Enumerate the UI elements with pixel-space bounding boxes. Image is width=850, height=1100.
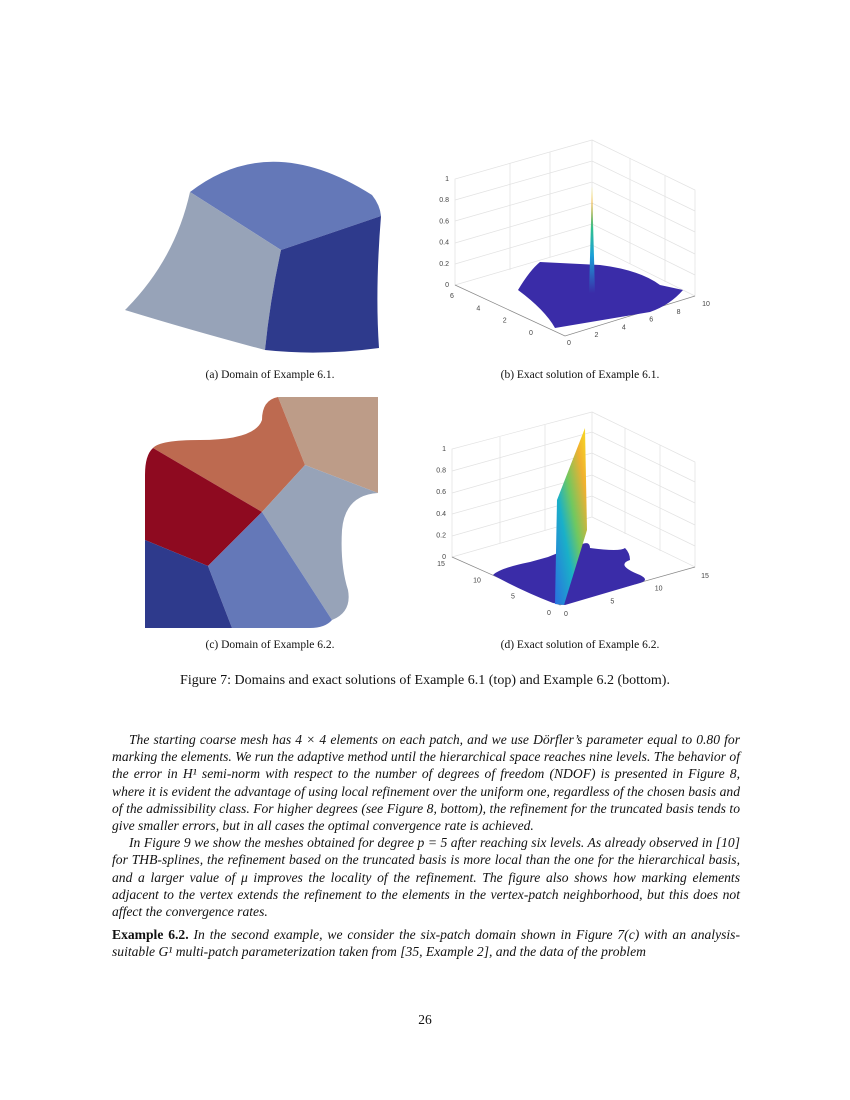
x-tick-label: 0 xyxy=(564,611,568,618)
subcaption-c: (c) Domain of Example 6.2. xyxy=(205,639,335,651)
patch xyxy=(153,397,305,512)
z-tick-label: 0.8 xyxy=(439,197,449,204)
x-tick-label: 10 xyxy=(702,301,710,308)
subcaption-b: (b) Exact solution of Example 6.1. xyxy=(500,369,660,381)
z-tick-label: 0.8 xyxy=(436,468,446,475)
example-text: In the second example, we consider the s… xyxy=(112,927,740,960)
spike xyxy=(589,186,595,293)
plot-exact-solution-6-2 xyxy=(451,411,696,606)
patch xyxy=(278,397,378,493)
patch xyxy=(145,448,262,566)
paragraph: Example 6.2. In the second example, we c… xyxy=(112,926,740,960)
patch xyxy=(190,161,381,250)
patch xyxy=(265,216,381,353)
domain-6-2 xyxy=(145,397,378,628)
z-tick-label: 0.4 xyxy=(439,240,449,247)
z-tick-label: 0.6 xyxy=(439,218,449,225)
example-label: Example 6.2. xyxy=(112,927,189,943)
x-tick-label: 6 xyxy=(649,317,653,324)
y-tick-label: 5 xyxy=(511,594,515,601)
x-tick-label: 5 xyxy=(610,598,614,605)
x-tick-label: 4 xyxy=(622,324,626,331)
y-tick-label: 0 xyxy=(529,330,533,337)
x-tick-label: 0 xyxy=(567,340,571,347)
y-tick-label: 0 xyxy=(547,610,551,617)
body-text: The starting coarse mesh has 4 × 4 eleme… xyxy=(112,731,740,961)
paragraph: In Figure 9 we show the meshes obtained … xyxy=(112,835,740,920)
y-tick-label: 2 xyxy=(503,318,507,325)
z-tick-label: 0.6 xyxy=(436,489,446,496)
z-tick-label: 1 xyxy=(445,176,449,183)
y-tick-label: 15 xyxy=(437,561,445,568)
y-tick-label: 10 xyxy=(473,577,481,584)
surface xyxy=(518,262,683,328)
patch xyxy=(125,192,281,350)
patch xyxy=(208,512,332,628)
page-number: 26 xyxy=(418,1012,432,1027)
subcaption-a: (a) Domain of Example 6.1. xyxy=(205,369,335,381)
x-tick-label: 2 xyxy=(594,332,598,339)
subcaption-d: (d) Exact solution of Example 6.2. xyxy=(500,639,660,651)
z-tick-label: 0.4 xyxy=(436,511,446,518)
ridge xyxy=(555,428,587,605)
patch xyxy=(145,540,232,628)
z-tick-label: 0.2 xyxy=(436,532,446,539)
z-tick-label: 0.2 xyxy=(439,261,449,268)
x-tick-label: 15 xyxy=(701,573,709,580)
z-tick-label: 0 xyxy=(442,554,446,561)
paragraph: The starting coarse mesh has 4 × 4 eleme… xyxy=(112,732,740,834)
domain-6-1 xyxy=(125,161,381,353)
x-tick-label: 8 xyxy=(677,309,681,316)
figure-caption: Figure 7: Domains and exact solutions of… xyxy=(180,673,670,688)
y-tick-label: 4 xyxy=(476,305,480,312)
x-tick-label: 10 xyxy=(655,586,663,593)
z-tick-label: 0 xyxy=(445,282,449,289)
z-tick-label: 1 xyxy=(442,446,446,453)
y-tick-label: 6 xyxy=(450,293,454,300)
patch xyxy=(262,465,378,620)
